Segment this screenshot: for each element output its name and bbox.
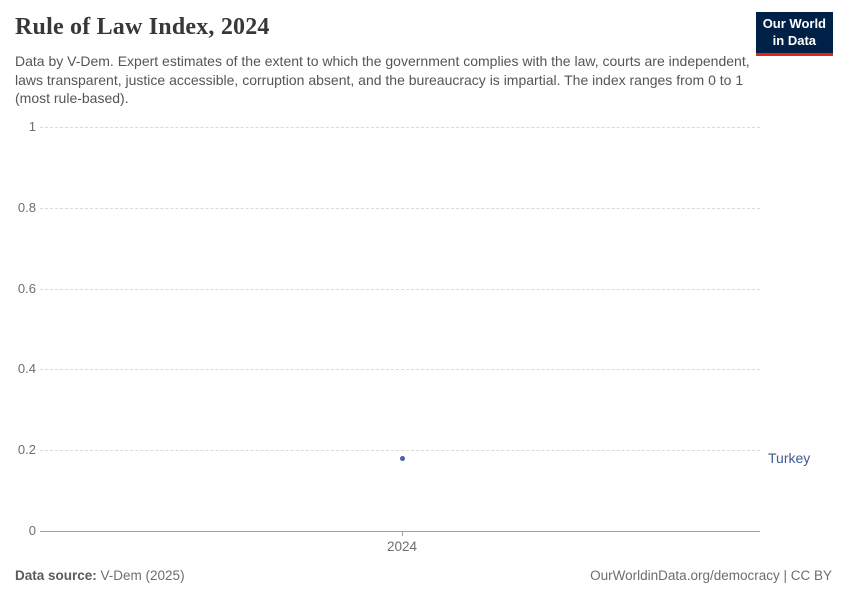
y-tick-label: 0.6: [17, 281, 36, 296]
x-axis-line: [40, 531, 760, 532]
x-tick-mark: [402, 531, 403, 536]
y-tick-label: 1: [28, 119, 36, 134]
credit-link[interactable]: OurWorldinData.org/democracy | CC BY: [590, 568, 832, 583]
owid-logo-line2: in Data: [772, 32, 817, 48]
owid-logo-line1: Our World: [762, 16, 826, 31]
plot-area: 0 0.2 0.4 0.6 0.8 1 2024 Turkey: [0, 115, 850, 560]
y-tick-label: 0.2: [17, 442, 36, 457]
data-source-value: V-Dem (2025): [96, 568, 185, 583]
gridline: [40, 208, 760, 209]
data-source-note: Data source: V-Dem (2025): [15, 568, 185, 583]
gridline: [40, 127, 760, 128]
chart-footer: Data source: V-Dem (2025) OurWorldinData…: [15, 568, 832, 583]
chart-subtitle: Data by V-Dem. Expert estimates of the e…: [15, 53, 750, 106]
y-tick-label: 0.4: [17, 361, 36, 376]
y-tick-label: 0.8: [17, 200, 36, 215]
gridline: [40, 369, 760, 370]
gridline: [40, 289, 760, 290]
entity-label-turkey[interactable]: Turkey: [768, 449, 811, 466]
data-source-label: Data source:: [15, 568, 97, 583]
y-tick-label: 0: [28, 523, 36, 538]
x-tick-label: 2024: [386, 539, 418, 554]
owid-logo[interactable]: Our World in Data: [755, 12, 833, 56]
gridline: [40, 450, 760, 451]
chart-title: Rule of Law Index, 2024: [15, 14, 270, 40]
data-point-turkey[interactable]: [399, 455, 405, 461]
